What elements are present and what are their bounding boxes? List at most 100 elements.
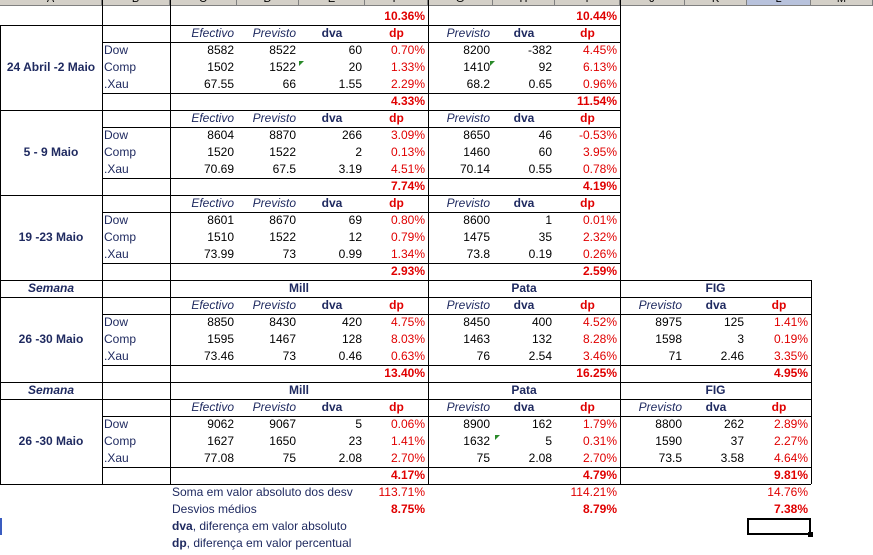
data-cell[interactable]: 67.55 [203, 77, 234, 91]
data-cell[interactable]: 4.52% [582, 315, 617, 329]
column-header-k[interactable]: K [685, 0, 747, 6]
data-cell[interactable]: 8604 [207, 128, 234, 142]
column-label[interactable]: Efectivo [191, 111, 234, 125]
data-cell[interactable]: 2.08 [528, 451, 552, 465]
data-cell[interactable]: 4.51% [390, 162, 425, 176]
column-label[interactable]: dva [513, 196, 535, 210]
active-cell-selection[interactable] [747, 518, 811, 535]
column-header-e[interactable]: E [299, 0, 365, 6]
total-dp[interactable]: 11.54% [576, 94, 617, 108]
data-cell[interactable]: 0.01% [582, 213, 617, 227]
data-cell[interactable]: 73.5 [658, 451, 682, 465]
total-dp-top-mill[interactable]: 10.36% [384, 9, 425, 23]
data-cell[interactable]: 2 [355, 145, 362, 159]
data-cell[interactable]: 266 [341, 128, 362, 142]
data-cell[interactable]: 0.31% [582, 434, 617, 448]
total-dp[interactable]: 7.74% [390, 179, 425, 193]
data-cell[interactable]: 3.35% [773, 349, 808, 363]
column-header-c[interactable]: C [170, 0, 237, 6]
data-cell[interactable]: 262 [723, 417, 744, 431]
data-cell[interactable]: 0.55 [528, 162, 552, 176]
ticker-label[interactable]: Dow [104, 417, 129, 431]
column-label[interactable]: Previsto [252, 196, 296, 210]
data-cell[interactable]: 8430 [269, 315, 296, 329]
data-cell[interactable]: 73 [282, 247, 296, 261]
data-cell[interactable]: 23 [348, 434, 362, 448]
column-header-h[interactable]: H [493, 0, 555, 6]
ticker-label[interactable]: .Xau [104, 162, 129, 176]
column-label[interactable]: Previsto [252, 26, 296, 40]
data-cell[interactable]: 3.46% [582, 349, 617, 363]
column-label[interactable]: dp [580, 111, 595, 125]
ticker-label[interactable]: Dow [104, 213, 129, 227]
data-cell[interactable]: 8650 [463, 128, 490, 142]
column-label[interactable]: Previsto [446, 400, 490, 414]
data-cell[interactable]: 0.46 [338, 349, 362, 363]
column-label[interactable]: dp [389, 26, 404, 40]
data-cell[interactable]: 8.03% [390, 332, 425, 346]
column-label[interactable]: dva [513, 26, 535, 40]
data-cell[interactable]: 8522 [269, 43, 296, 57]
data-cell[interactable]: 1510 [207, 230, 234, 244]
column-label[interactable]: Previsto [446, 298, 490, 312]
column-label[interactable]: Previsto [252, 111, 296, 125]
column-label[interactable]: dva [321, 26, 343, 40]
column-label[interactable]: dva [321, 298, 343, 312]
soma-fig[interactable]: 14.76% [767, 485, 808, 499]
data-cell[interactable]: 125 [723, 315, 744, 329]
column-label[interactable]: dva [321, 196, 343, 210]
column-label[interactable]: Efectivo [191, 26, 234, 40]
data-cell[interactable]: 8800 [655, 417, 682, 431]
data-cell[interactable]: 3.95% [582, 145, 617, 159]
data-cell[interactable]: 1460 [463, 145, 490, 159]
data-cell[interactable]: 6.13% [582, 60, 617, 74]
fill-handle[interactable] [808, 532, 813, 537]
ticker-label[interactable]: Dow [104, 128, 129, 142]
data-cell[interactable]: 8850 [207, 315, 234, 329]
data-cell[interactable]: 8601 [207, 213, 234, 227]
ticker-label[interactable]: Comp [104, 145, 137, 159]
column-label[interactable]: dp [580, 400, 595, 414]
data-cell[interactable]: 2.70% [582, 451, 617, 465]
data-cell[interactable]: 75 [476, 451, 490, 465]
data-cell[interactable]: 8870 [269, 128, 296, 142]
column-label[interactable]: Efectivo [191, 400, 234, 414]
data-cell[interactable]: 4.64% [773, 451, 808, 465]
ticker-label[interactable]: .Xau [104, 451, 129, 465]
data-cell[interactable]: 20 [348, 60, 362, 74]
data-cell[interactable]: 1632 [463, 434, 490, 448]
data-cell[interactable]: 8.28% [582, 332, 617, 346]
column-label[interactable]: dp [580, 26, 595, 40]
data-cell[interactable]: 1.34% [390, 247, 425, 261]
data-cell[interactable]: 9067 [269, 417, 296, 431]
column-header-d[interactable]: D [237, 0, 299, 6]
data-cell[interactable]: 9062 [207, 417, 234, 431]
total-dp[interactable]: 4.17% [390, 468, 425, 482]
column-header-l[interactable]: L [747, 0, 811, 6]
data-cell[interactable]: 2.08 [338, 451, 362, 465]
data-cell[interactable]: 0.13% [390, 145, 425, 159]
column-label[interactable]: Previsto [638, 298, 682, 312]
column-header-f[interactable]: F [365, 0, 428, 6]
data-cell[interactable]: 132 [531, 332, 552, 346]
soma-mill[interactable]: 113.71% [378, 485, 425, 499]
column-label[interactable]: Efectivo [191, 298, 234, 312]
data-cell[interactable]: 69 [348, 213, 362, 227]
column-label[interactable]: dva [321, 111, 343, 125]
data-cell[interactable]: 1.41% [773, 315, 808, 329]
data-cell[interactable]: 60 [538, 145, 552, 159]
column-label[interactable]: dp [389, 111, 404, 125]
total-dp[interactable]: 4.95% [773, 366, 808, 380]
data-cell[interactable]: 2.70% [390, 451, 425, 465]
total-dp[interactable]: 9.81% [773, 468, 808, 482]
data-cell[interactable]: 4.45% [582, 43, 617, 57]
data-cell[interactable]: 1 [545, 213, 552, 227]
data-cell[interactable]: 1627 [207, 434, 234, 448]
data-cell[interactable]: 8975 [655, 315, 682, 329]
data-cell[interactable]: 1.55 [338, 77, 362, 91]
data-cell[interactable]: 8200 [463, 43, 490, 57]
data-cell[interactable]: 1522 [269, 60, 296, 74]
data-cell[interactable]: 8900 [463, 417, 490, 431]
data-cell[interactable]: 2.89% [773, 417, 808, 431]
